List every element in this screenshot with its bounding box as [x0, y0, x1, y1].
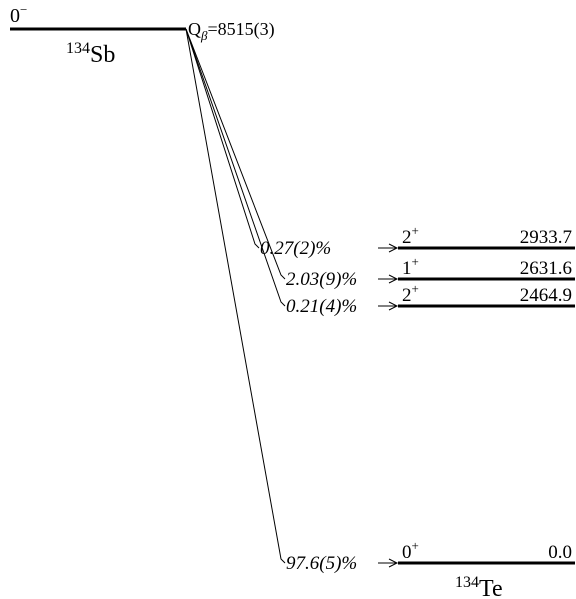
- branch-percent-label: 2.03(9)%: [286, 269, 357, 290]
- parent-element: Sb: [90, 42, 115, 68]
- parent-parity-sup: −: [20, 2, 27, 17]
- level-spin-label: 2+: [402, 281, 419, 306]
- level-2631: 1+ 2631.6 2.03(9)%: [286, 254, 575, 290]
- level-spin-label: 2+: [402, 223, 419, 248]
- beta-branch-lines: [185, 28, 286, 564]
- branch-line-2464: [185, 28, 286, 307]
- level-energy-label: 0.0: [548, 542, 572, 563]
- level-energy-label: 2464.9: [520, 285, 572, 306]
- arrow-head: [388, 243, 399, 253]
- daughter-element: Te: [479, 576, 503, 599]
- arrow-head: [388, 274, 399, 284]
- arrow-head: [388, 558, 399, 568]
- branch-line-ground: [185, 28, 286, 564]
- branch-line-2933: [185, 28, 260, 249]
- arrow-head: [388, 301, 399, 311]
- daughter-mass-number: 134: [455, 574, 479, 591]
- level-2464: 2+ 2464.9 0.21(4)%: [286, 281, 575, 317]
- level-energy-label: 2933.7: [520, 227, 572, 248]
- branch-percent-label: 97.6(5)%: [286, 553, 357, 574]
- level-energy-label: 2631.6: [520, 258, 572, 279]
- level-spin-label: 0+: [402, 538, 419, 563]
- parent-nucleus-label: 134Sb: [66, 40, 115, 68]
- q-value-label: Qβ=8515(3): [188, 19, 275, 43]
- level-2933: 2+ 2933.7 0.27(2)%: [260, 223, 575, 259]
- level-ground: 0+ 0.0 97.6(5)%: [286, 538, 575, 574]
- branch-line-2631: [185, 28, 286, 280]
- daughter-levels: 2+ 2933.7 0.27(2)% 1+ 2631.6 2.03(9)% 2+…: [260, 223, 575, 574]
- parent-mass-number: 134: [66, 40, 90, 57]
- level-spin-label: 1+: [402, 254, 419, 279]
- parent-spin-label: 0−: [10, 2, 27, 27]
- branch-percent-label: 0.27(2)%: [260, 238, 331, 259]
- q-beta-subscript: β: [200, 28, 208, 43]
- branch-percent-label: 0.21(4)%: [286, 296, 357, 317]
- daughter-nucleus-label: 134Te: [455, 574, 503, 599]
